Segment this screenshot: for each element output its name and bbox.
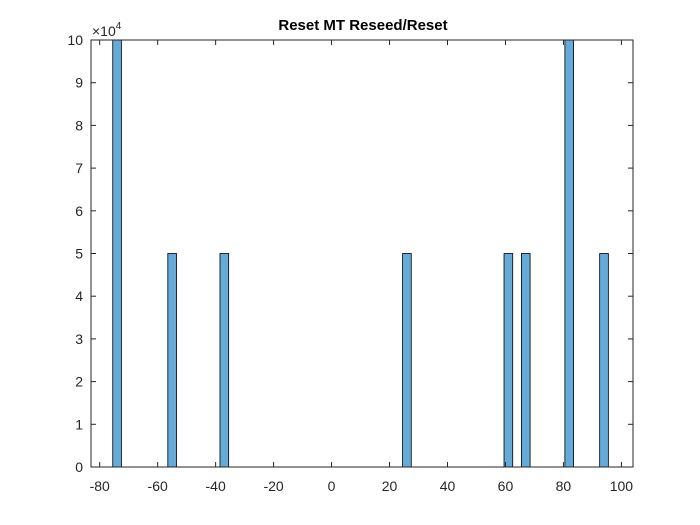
histogram-bar [112, 39, 122, 468]
y-tick-label: 7 [75, 160, 83, 176]
histogram-bar [402, 253, 412, 468]
y-tick-label: 0 [75, 459, 83, 475]
x-tick-label: 0 [328, 478, 336, 494]
y-axis-multiplier: ×104 [92, 21, 122, 39]
histogram-bar [564, 39, 574, 468]
y-tick-label: 1 [75, 416, 83, 432]
y-tick-label: 4 [75, 288, 83, 304]
y-tick-label: 3 [75, 331, 83, 347]
chart-title: Reset MT Reseed/Reset [278, 17, 447, 34]
x-tick-label: -60 [148, 478, 168, 494]
x-tick-label: -20 [263, 478, 283, 494]
x-tick-label: 100 [610, 478, 634, 494]
y-axis-ticks: 0 1 2 3 4 5 6 7 8 9 10 [67, 32, 633, 475]
x-tick-label: 60 [498, 478, 514, 494]
x-tick-label: -40 [206, 478, 226, 494]
x-axis-ticks: -80 -60 -40 -20 0 20 40 60 80 100 [90, 40, 634, 494]
y-tick-label: 5 [75, 246, 83, 262]
histogram-bar [521, 253, 531, 468]
histogram-bar [167, 253, 177, 468]
y-tick-label: 9 [75, 75, 83, 91]
y-tick-label: 10 [67, 32, 83, 48]
x-tick-label: 40 [440, 478, 456, 494]
histogram-bar [219, 253, 230, 468]
y-tick-label: 6 [75, 203, 83, 219]
bars-group [112, 39, 609, 468]
x-tick-label: 20 [382, 478, 398, 494]
histogram-bar [503, 253, 514, 468]
y-tick-label: 2 [75, 374, 83, 390]
histogram-bar [599, 253, 609, 468]
x-tick-label: 80 [556, 478, 572, 494]
x-tick-label: -80 [90, 478, 110, 494]
y-tick-label: 8 [75, 117, 83, 133]
